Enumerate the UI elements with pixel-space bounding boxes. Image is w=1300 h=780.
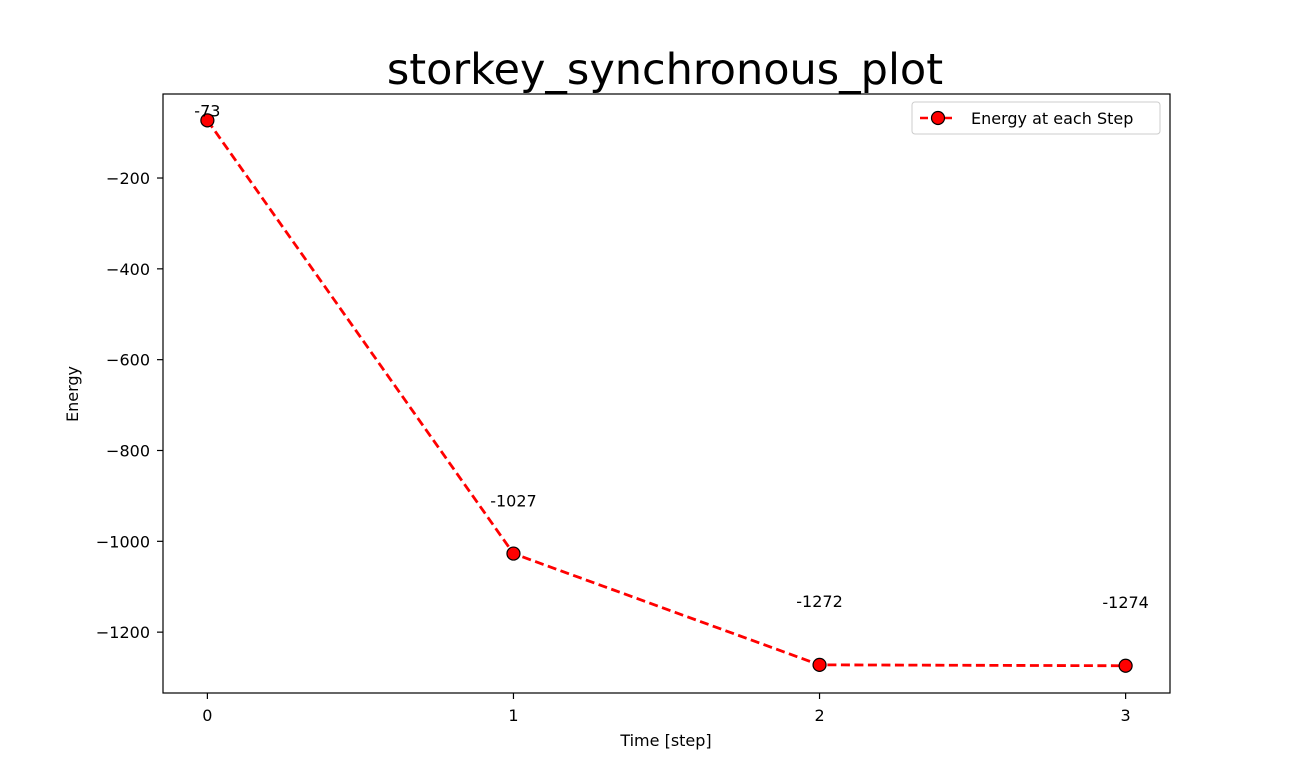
chart-title: storkey_synchronous_plot xyxy=(387,45,943,95)
data-label: -73 xyxy=(194,101,220,120)
x-tick-label: 2 xyxy=(814,706,824,725)
data-label: -1274 xyxy=(1102,593,1149,612)
labels-layer: -73 -1027 -1272 -1274 xyxy=(194,101,1149,611)
x-tick-label: 1 xyxy=(508,706,518,725)
x-axis-label: Time [step] xyxy=(619,731,711,750)
data-point xyxy=(200,113,215,128)
data-point xyxy=(506,546,521,561)
legend-marker-swatch xyxy=(930,110,946,126)
plot-area: -73 -1027 -1272 -1274 xyxy=(194,101,1149,673)
y-tick-label: −1200 xyxy=(96,623,150,642)
data-point xyxy=(812,657,827,672)
x-tick-label: 0 xyxy=(202,706,212,725)
data-label: -1027 xyxy=(490,492,537,511)
x-tick-label: 3 xyxy=(1121,706,1131,725)
legend-box xyxy=(911,101,1161,135)
y-tick-label: −1000 xyxy=(96,532,150,551)
lines-layer xyxy=(206,119,1126,668)
markers-layer xyxy=(200,113,1133,673)
legend-label: Energy at each Step xyxy=(971,109,1133,128)
y-tick-label: −400 xyxy=(106,260,150,279)
y-tick-label: −600 xyxy=(106,351,150,370)
legend: Energy at each Step xyxy=(911,101,1161,135)
x-axis: 0 1 2 3 xyxy=(202,693,1131,725)
y-tick-label: −200 xyxy=(106,169,150,188)
series-line-energy xyxy=(206,119,1126,668)
data-point xyxy=(1118,658,1133,673)
axes-frame xyxy=(162,93,1171,694)
data-label: -1272 xyxy=(796,592,843,611)
y-axis: −200 −400 −600 −800 −1000 −1200 xyxy=(96,169,163,642)
y-axis-label: Energy xyxy=(63,366,82,422)
y-tick-label: −800 xyxy=(106,441,150,460)
